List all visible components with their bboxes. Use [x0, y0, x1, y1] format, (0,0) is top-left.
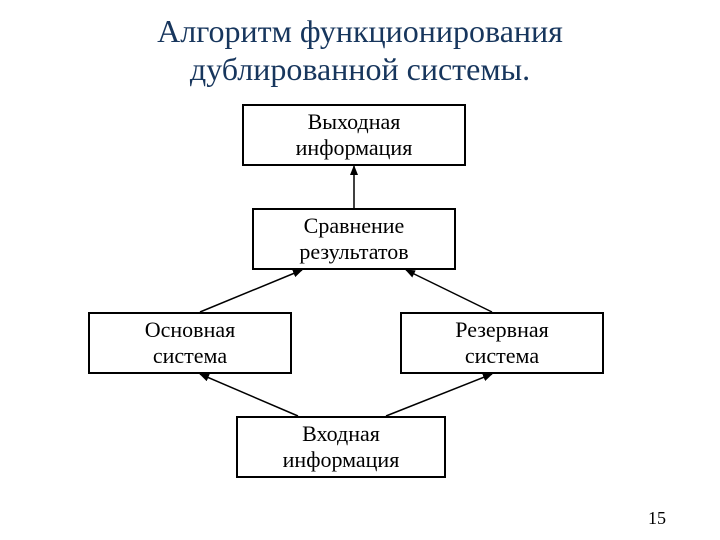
node-output: Выходнаяинформация: [242, 104, 466, 166]
node-output-label: Выходнаяинформация: [296, 109, 413, 162]
node-main: Основнаясистема: [88, 312, 292, 374]
title-line1: Алгоритм функционирования: [0, 12, 720, 50]
node-input: Входнаяинформация: [236, 416, 446, 478]
node-compare: Сравнениерезультатов: [252, 208, 456, 270]
title-line2: дублированной системы.: [0, 50, 720, 88]
arrow-input_to_main: [200, 374, 298, 416]
arrow-backup_to_cmp: [406, 270, 492, 312]
arrow-input_to_bkp: [386, 374, 492, 416]
node-main-label: Основнаясистема: [145, 317, 235, 370]
node-backup: Резервнаясистема: [400, 312, 604, 374]
slide-title: Алгоритм функционирования дублированной …: [0, 0, 720, 89]
node-input-label: Входнаяинформация: [283, 421, 400, 474]
node-backup-label: Резервнаясистема: [455, 317, 548, 370]
arrow-main_to_cmp: [200, 270, 302, 312]
page-number: 15: [648, 508, 666, 529]
node-compare-label: Сравнениерезультатов: [299, 213, 408, 266]
